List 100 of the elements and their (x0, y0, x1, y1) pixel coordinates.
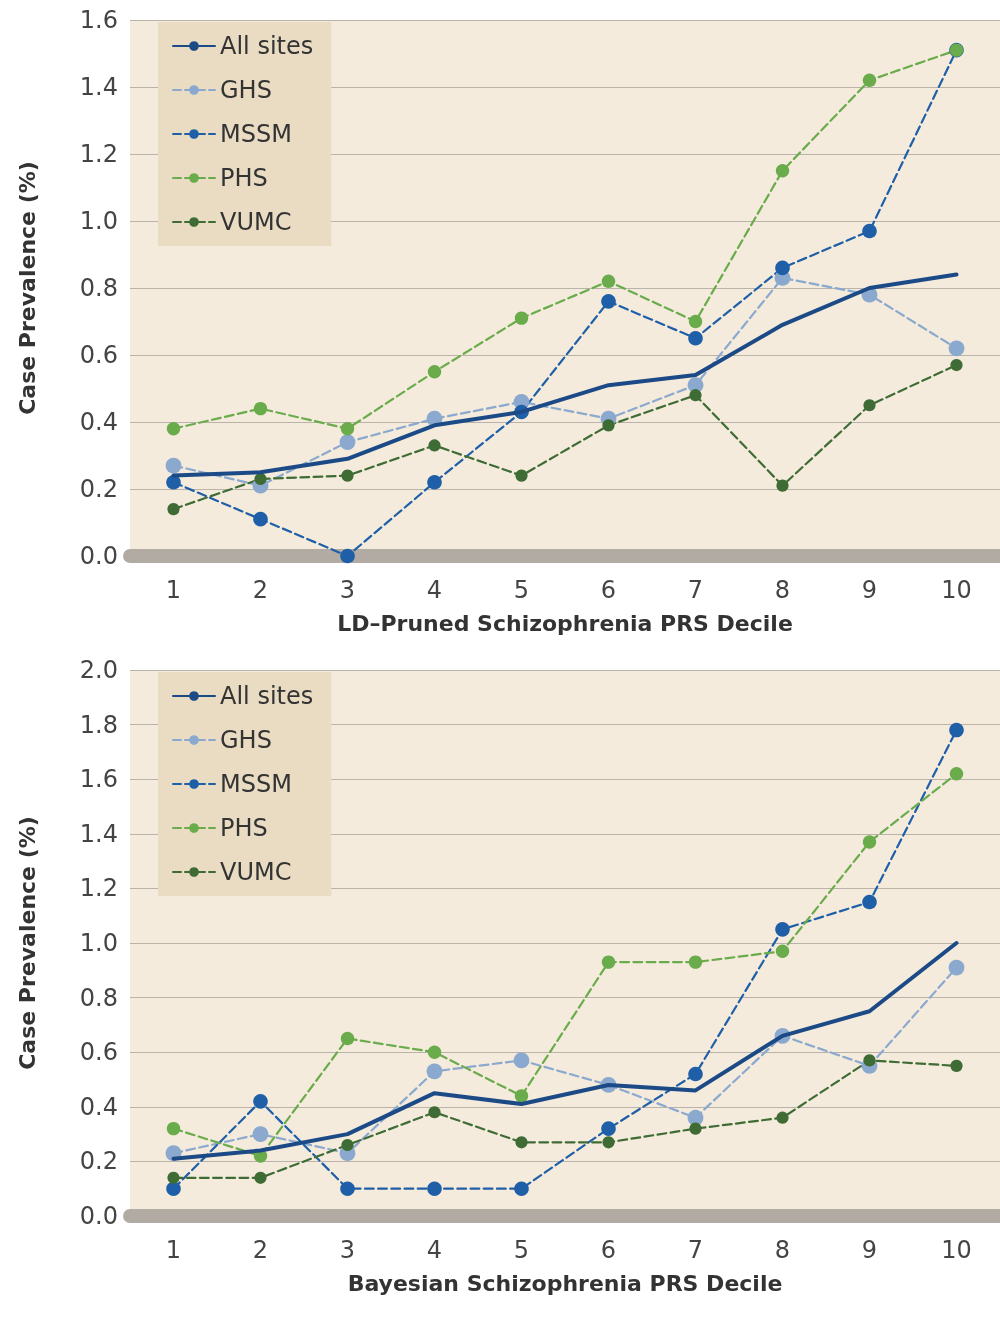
y-tick-label: 0.6 (79, 1038, 118, 1067)
point (166, 475, 181, 490)
point (776, 479, 789, 492)
y-tick-label: 0.2 (79, 475, 118, 503)
x-tick-label: 8 (774, 576, 791, 604)
x-tick-label: 4 (426, 1236, 443, 1264)
point (776, 1111, 789, 1124)
point (428, 439, 441, 452)
legend-label: PHS (220, 814, 268, 842)
x-tick-label: 1 (165, 576, 182, 604)
y-tick-label: 0.4 (79, 408, 118, 436)
x-tick-label: 6 (600, 576, 617, 604)
point (514, 311, 529, 325)
point (427, 365, 442, 379)
point (601, 955, 616, 969)
x-tick-label: 3 (339, 576, 356, 604)
x-tick-label: 2 (252, 1236, 269, 1264)
point (514, 1181, 529, 1196)
point (689, 389, 702, 402)
point (341, 469, 354, 482)
point (602, 419, 615, 432)
point (862, 73, 877, 87)
x-tick-label: 3 (339, 1236, 356, 1264)
point (949, 722, 964, 738)
point (340, 422, 355, 436)
point (515, 1136, 528, 1149)
point (863, 1054, 876, 1067)
x-tick-label: 2 (252, 576, 269, 604)
point (340, 548, 355, 564)
point (165, 457, 182, 474)
point (254, 472, 267, 486)
point (601, 274, 616, 288)
y-tick-label: 0.6 (79, 341, 118, 369)
point (688, 955, 703, 969)
point (950, 1059, 963, 1072)
point (167, 1171, 180, 1184)
point (166, 1181, 181, 1196)
legend-label: GHS (220, 726, 272, 754)
point (254, 1171, 267, 1184)
point (166, 422, 181, 436)
point (775, 164, 790, 178)
legend-label: VUMC (220, 208, 292, 236)
x-tick-label: 5 (513, 576, 530, 604)
point (253, 1094, 268, 1109)
point (340, 1181, 355, 1196)
x-tick-label: 8 (774, 1236, 791, 1264)
point (950, 358, 963, 372)
legend-label: GHS (220, 76, 272, 104)
y-tick-label: 1.6 (79, 6, 118, 34)
point (253, 511, 268, 527)
point (863, 399, 876, 412)
legend-label: All sites (220, 32, 314, 60)
y-tick-label: 1.2 (79, 140, 118, 168)
point (253, 401, 268, 416)
point (775, 922, 790, 937)
x-axis-title: LD–Pruned Schizophrenia PRS Decile (337, 610, 793, 636)
point (688, 330, 703, 346)
legend-label: PHS (220, 164, 268, 192)
legend-label: MSSM (220, 120, 292, 148)
point (775, 260, 790, 276)
x-tick-label: 4 (426, 576, 443, 604)
point (514, 1089, 529, 1103)
point (166, 1121, 181, 1136)
point (340, 1031, 355, 1046)
legend-label: All sites (220, 682, 314, 710)
point (339, 434, 356, 450)
y-tick-label: 0.4 (79, 1092, 118, 1121)
y-tick-label: 0.8 (79, 983, 118, 1012)
point (688, 314, 703, 329)
point (427, 475, 442, 490)
x-axis-title: Bayesian Schizophrenia PRS Decile (347, 1270, 783, 1296)
legend-label: VUMC (220, 858, 292, 886)
x-tick-label: 5 (513, 1236, 530, 1264)
y-axis-title: Case Prevalence (%) (14, 161, 40, 415)
y-tick-label: 0.0 (79, 1202, 118, 1230)
x-tick-label: 9 (861, 1236, 878, 1264)
x-tick-label: 9 (861, 576, 878, 604)
x-tick-label: 10 (941, 576, 972, 604)
y-tick-label: 0.0 (79, 542, 118, 570)
y-axis-title: Case Prevalence (%) (14, 816, 40, 1070)
point (862, 894, 877, 910)
point (862, 835, 877, 849)
x-tick-label: 6 (600, 1236, 617, 1264)
y-tick-label: 2.0 (79, 656, 118, 684)
point (426, 1063, 443, 1080)
point (948, 340, 965, 357)
point (775, 944, 790, 958)
legend-label: MSSM (220, 770, 292, 798)
point (689, 1122, 702, 1135)
y-tick-label: 1.6 (79, 765, 118, 794)
point (601, 1121, 616, 1136)
y-tick-label: 1.2 (79, 874, 118, 903)
x-tick-label: 1 (165, 1236, 182, 1264)
point (601, 294, 616, 309)
point (427, 1045, 442, 1059)
x-tick-label: 10 (941, 1236, 972, 1264)
point (948, 959, 965, 976)
x-tick-label: 7 (687, 576, 704, 604)
y-tick-label: 1.8 (79, 710, 118, 739)
point (428, 1106, 441, 1119)
